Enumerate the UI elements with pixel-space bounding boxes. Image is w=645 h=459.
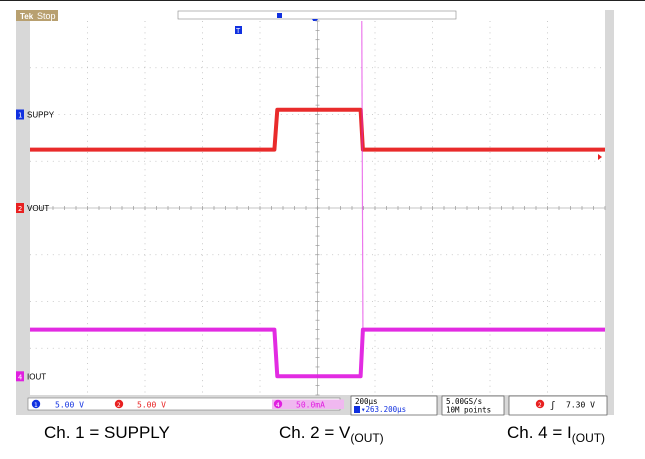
trace-ch2 (30, 107, 605, 152)
timebase-value: 200µs (355, 397, 378, 406)
caption-ch2: Ch. 2 = V(OUT) (279, 423, 384, 445)
ch1-readout-badge (31, 399, 41, 409)
record-view-bar (177, 10, 457, 20)
sample-rate: 5.00GS/s (446, 397, 482, 406)
channel-label: SUPPY (27, 111, 55, 120)
caption-ch1: Ch. 1 = SUPPLY (44, 423, 170, 443)
caption-ch2-subscript: (OUT) (350, 431, 384, 445)
channel-label: VOUT (27, 204, 49, 213)
trace-ch4 (30, 327, 605, 379)
trigger-channel: 2 (538, 402, 542, 409)
ground-marker-ch1 (16, 109, 24, 120)
timebase-box (350, 395, 438, 416)
acquisition-status-badge (16, 10, 58, 21)
trigger-t-icon: T (235, 26, 242, 35)
svg-text:T: T (236, 28, 241, 35)
caption-ch2-text: Ch. 2 = V (279, 423, 351, 442)
ch4-readout-badge (273, 399, 283, 409)
ground-marker-number: 4 (18, 373, 22, 381)
record-view-marker (277, 13, 282, 18)
ch1-scale: 5.00 V (55, 401, 84, 410)
tek-logo: Tek (20, 12, 34, 21)
caption-ch1-text: Ch. 1 = SUPPLY (44, 423, 170, 442)
channel-label: IOUT (27, 372, 46, 381)
readout-bar: 1 5.00 V 2 5.00 V 4 50.0mA 200µs ▾263.20… (27, 395, 608, 416)
ground-marker-ch4 (16, 371, 24, 382)
trigger-position-icon (354, 406, 360, 413)
ch4-readout-highlight (272, 399, 344, 409)
top-rule (0, 0, 645, 1)
trigger-slope-icon: ʃ (550, 401, 555, 411)
ch4-badge-label: 4 (276, 402, 280, 409)
ground-marker-ch2 (16, 203, 24, 213)
record-length: 10M points (446, 406, 491, 415)
ch4-scale: 50.0mA (296, 401, 325, 410)
ground-marker-number: 1 (18, 112, 22, 120)
traces (30, 20, 605, 379)
caption-ch4-subscript: (OUT) (571, 431, 606, 445)
graticule (29, 20, 606, 396)
trigger-level-marker (598, 154, 602, 160)
trace-ch4-spike (361, 20, 364, 330)
ch2-scale: 5.00 V (137, 401, 166, 410)
trigger-box (508, 395, 608, 416)
channel-markers: 1 SUPPY 2 VOUT 4 IOUT (16, 109, 55, 382)
trigger-channel-badge (535, 399, 545, 409)
ch1-badge-label: 1 (34, 402, 38, 409)
trigger-position: ▾263.200µs (361, 405, 406, 414)
ground-marker-number: 2 (18, 205, 22, 213)
ch2-readout-badge (114, 399, 124, 409)
run-status: Stop (37, 11, 56, 21)
caption-ch4: Ch. 4 = I(OUT) (507, 423, 605, 445)
trigger-level: 7.30 V (566, 401, 595, 410)
caption-ch4-text: Ch. 4 = I (507, 423, 572, 442)
ch2-badge-label: 2 (117, 402, 121, 409)
acquisition-box (441, 395, 505, 416)
